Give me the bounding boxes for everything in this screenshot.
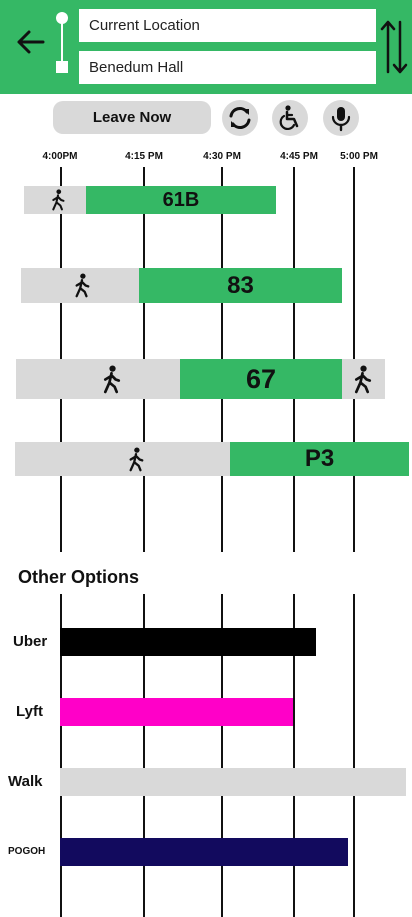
time-tick-label: 5:00 PM xyxy=(340,151,378,162)
origin-marker-icon xyxy=(56,12,68,24)
walking-person-icon xyxy=(97,359,125,399)
walking-person-icon xyxy=(47,186,69,214)
microphone-icon xyxy=(331,107,351,132)
destination-input[interactable]: Benedum Hall xyxy=(79,51,376,84)
walk-segment xyxy=(15,442,230,476)
timeline-gridline xyxy=(221,594,223,917)
walking-person-icon xyxy=(70,268,94,303)
route-connector-line xyxy=(61,17,63,67)
walking-person-icon xyxy=(124,442,148,476)
walk-segment xyxy=(16,359,180,399)
bus-segment-67: 67 xyxy=(180,359,342,399)
other-options-title: Other Options xyxy=(18,567,139,587)
timeline-gridline xyxy=(143,594,145,917)
refresh-icon xyxy=(229,107,251,129)
timeline-gridline xyxy=(353,594,355,917)
time-tick-label: 4:30 PM xyxy=(203,151,241,162)
swap-locations-button[interactable] xyxy=(380,18,408,76)
time-tick-label: 4:15 PM xyxy=(125,151,163,162)
destination-marker-icon xyxy=(56,61,68,73)
origin-input[interactable]: Current Location xyxy=(79,9,376,42)
header-bar: Current Location Benedum Hall xyxy=(0,0,412,94)
wheelchair-icon xyxy=(279,105,299,130)
option-bar-walk[interactable] xyxy=(60,768,406,796)
option-label-walk: Walk xyxy=(8,773,43,790)
back-button[interactable] xyxy=(10,24,50,60)
option-label-lyft: Lyft xyxy=(16,703,43,720)
option-label-uber: Uber xyxy=(13,633,48,650)
bus-segment-61b: 61B xyxy=(86,186,276,214)
bus-segment-83: 83 xyxy=(139,268,342,303)
time-tick-label: 4:00PM xyxy=(42,151,78,162)
time-tick-label: 4:45 PM xyxy=(280,151,318,162)
swap-vertical-icon xyxy=(380,20,408,74)
timeline-gridline xyxy=(293,594,295,917)
accessibility-button[interactable] xyxy=(272,100,308,136)
bus-segment-p3: P3 xyxy=(230,442,409,476)
option-bar-uber[interactable] xyxy=(60,628,316,656)
arrow-left-icon xyxy=(17,30,45,54)
option-bar-lyft[interactable] xyxy=(60,698,293,726)
walking-person-icon xyxy=(348,359,376,399)
refresh-button[interactable] xyxy=(222,100,258,136)
timeline-gridline xyxy=(60,594,62,917)
voice-input-button[interactable] xyxy=(323,100,359,136)
leave-now-button[interactable]: Leave Now xyxy=(53,101,211,134)
option-bar-pogoh[interactable] xyxy=(60,838,348,866)
option-label-pogoh: POGOH xyxy=(8,846,46,857)
